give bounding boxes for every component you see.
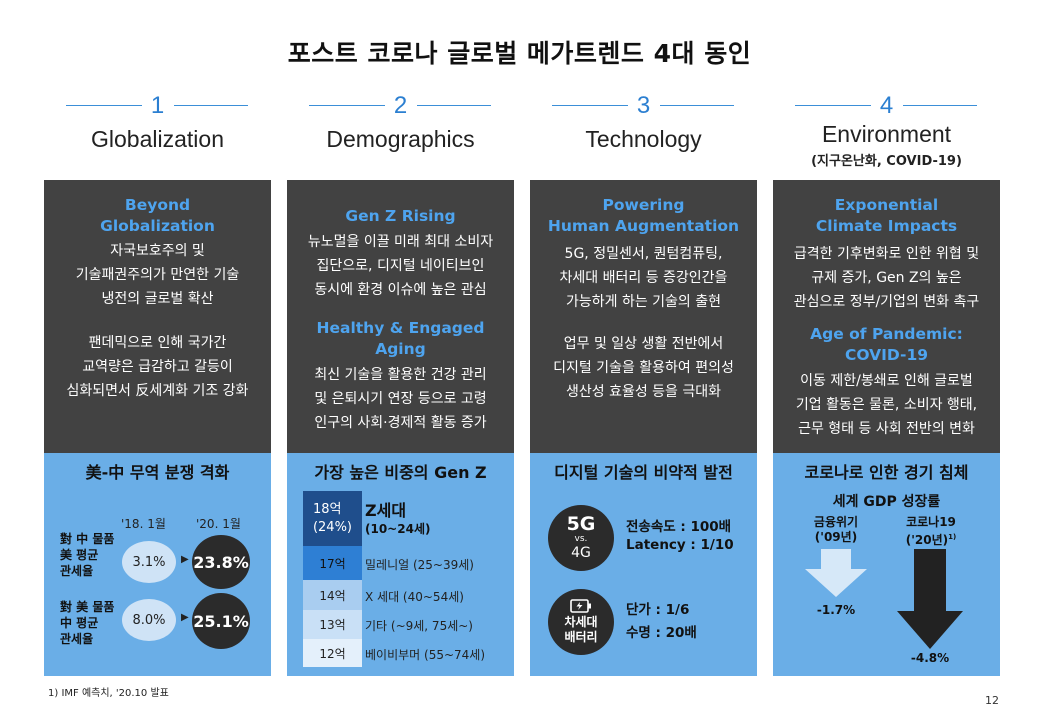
boomer-label: 베이비부머 (55~74세) — [365, 648, 486, 662]
tariff-before: 8.0% — [122, 599, 176, 641]
crisis-value: -1.7% — [816, 603, 856, 617]
genx-label: X 세대 (40~54세) — [365, 590, 464, 604]
year-label: '18. 1월 — [121, 517, 166, 531]
column-title: Demographics — [326, 126, 475, 152]
page-number: 12 — [985, 694, 999, 707]
covid-label: 코로나19 ('20년)1) — [891, 515, 971, 548]
genz-panel: 가장 높은 비중의 Gen Z 18억 (24%) Z세대 (10~24세) 1… — [287, 453, 514, 676]
lifespan-text: 수명 : 20배 — [626, 625, 697, 641]
description-panel: Exponential Climate Impacts 급격한 기후변화로 인한… — [773, 180, 1000, 453]
divider — [66, 105, 142, 106]
column-number-row: 3 — [530, 92, 757, 119]
price-text: 단가 : 1/6 — [626, 602, 690, 618]
panel-heading: 코로나로 인한 경기 침체 — [804, 463, 969, 482]
panel-heading: 디지털 기술의 비약적 발전 — [554, 463, 733, 482]
block-text: 이동 제한/봉쇄로 인해 글로벌 기업 활동은 물론, 소비자 행태, 근무 형… — [795, 373, 978, 437]
tariff-after: 23.8% — [192, 535, 250, 589]
boomer-bar: 12억 — [303, 639, 362, 667]
block-heading: Powering Human Augmentation — [547, 196, 740, 235]
divider — [417, 105, 491, 106]
divider — [174, 105, 248, 106]
battery-charging-icon — [570, 599, 591, 613]
recession-panel: 코로나로 인한 경기 침체 세계 GDP 성장률 금융위기 ('09년) 코로나… — [773, 453, 1000, 676]
tariff-row-label: 對 美 물품 中 평균 관세율 — [60, 600, 115, 646]
block-text: 자국보호주의 및 기술패권주의가 만연한 기술 냉전의 글로벌 확산 — [75, 243, 240, 307]
5g-label: 5G — [566, 513, 596, 535]
5g-vs-4g-badge: 5G vs. 4G — [548, 505, 614, 571]
block-text: 급격한 기후변화로 인한 위협 및 규제 증가, Gen Z의 높은 관심으로 … — [793, 246, 980, 310]
genz-bar: 18억 (24%) — [303, 491, 362, 546]
arrow-right-icon: ▶ — [181, 612, 189, 623]
column-title: Environment — [821, 121, 952, 147]
page-title: 포스트 코로나 글로벌 메가트렌드 4대 동인 — [287, 39, 752, 68]
covid-label-text: 코로나19 ('20년) — [905, 515, 956, 547]
column-globalization: 1 Globalization Beyond Globalization 자국보… — [44, 0, 271, 720]
block-text: 팬데믹으로 인해 국가간 교역량은 급감하고 갈등이 심화되면서 反세계화 기조… — [66, 335, 249, 399]
column-technology: 3 Technology Powering Human Augmentation… — [530, 0, 757, 720]
column-number-row: 4 — [773, 92, 1000, 119]
vs-label: vs. — [574, 534, 588, 544]
block-text: 5G, 정밀센서, 퀀텀컴퓨팅, 차세대 배터리 등 증강인간을 가능하게 하는… — [559, 246, 728, 310]
column-number: 2 — [393, 92, 408, 119]
battery-badge: 차세대 배터리 — [548, 589, 614, 655]
block-heading: Exponential Climate Impacts — [815, 196, 958, 235]
description-panel: Powering Human Augmentation 5G, 정밀센서, 퀀텀… — [530, 180, 757, 453]
divider — [309, 105, 385, 106]
divider — [660, 105, 734, 106]
column-demographics: 2 Demographics Gen Z Rising 뉴노멀을 이끌 미래 최… — [287, 0, 514, 720]
divider — [795, 105, 871, 106]
column-title: Technology — [585, 126, 702, 152]
footnote-marker: 1) — [948, 533, 957, 541]
block-heading: Age of Pandemic: COVID-19 — [810, 325, 963, 364]
column-number: 4 — [879, 92, 894, 119]
covid-down-arrow — [897, 549, 963, 649]
block-heading: Healthy & Engaged Aging — [316, 319, 485, 358]
panel-heading: 가장 높은 비중의 Gen Z — [314, 463, 487, 482]
latency-text: Latency : 1/10 — [626, 537, 734, 553]
4g-label: 4G — [571, 545, 591, 561]
other-bar: 13억 — [303, 610, 362, 639]
millennial-bar: 17억 — [303, 546, 362, 580]
block-text: 최신 기술을 활용한 건강 관리 및 은퇴시기 연장 등으로 고령 인구의 사회… — [314, 367, 487, 431]
footnote: 1) IMF 예측치, '20.10 발표 — [48, 688, 169, 699]
year-label: '20. 1월 — [196, 517, 241, 531]
block-text: 뉴노멀을 이끌 미래 최대 소비자 집단으로, 디지털 네이티브인 동시에 환경… — [307, 234, 494, 298]
millennial-label: 밀레니얼 (25~39세) — [365, 558, 474, 572]
column-number: 1 — [150, 92, 165, 119]
tariff-after: 25.1% — [192, 593, 250, 649]
tariff-before: 3.1% — [122, 541, 176, 583]
battery-label: 차세대 배터리 — [564, 615, 598, 644]
divider — [552, 105, 628, 106]
tech-panel: 디지털 기술의 비약적 발전 5G vs. 4G 전송속도 : 100배 Lat… — [530, 453, 757, 676]
gdp-heading: 세계 GDP 성장률 — [832, 494, 941, 510]
covid-value: -4.8% — [910, 651, 950, 665]
divider — [903, 105, 977, 106]
block-heading: Gen Z Rising — [345, 207, 456, 225]
description-panel: Gen Z Rising 뉴노멀을 이끌 미래 최대 소비자 집단으로, 디지털… — [287, 180, 514, 453]
trade-panel: 美-中 무역 분쟁 격화 '18. 1월 '20. 1월 對 中 물품 美 평균… — [44, 453, 271, 676]
tariff-row-label: 對 中 물품 美 평균 관세율 — [60, 532, 115, 578]
arrow-right-icon: ▶ — [181, 554, 189, 565]
block-text: 업무 및 일상 생활 전반에서 디지털 기술을 활용하여 편의성 생산성 효율성… — [553, 336, 734, 400]
column-subtitle: (지구온난화, COVID-19) — [811, 154, 962, 169]
crisis-label: 금융위기 ('09년) — [813, 515, 859, 544]
column-number-row: 2 — [287, 92, 514, 119]
genx-bar: 14억 — [303, 580, 362, 610]
column-number: 3 — [636, 92, 651, 119]
column-number-row: 1 — [44, 92, 271, 119]
panel-heading: 美-中 무역 분쟁 격화 — [85, 463, 230, 482]
description-panel: Beyond Globalization 자국보호주의 및 기술패권주의가 만연… — [44, 180, 271, 453]
genz-sublabel: (10~24세) — [365, 522, 431, 536]
genz-label: Z세대 — [365, 501, 407, 520]
column-environment: 4 Environment (지구온난화, COVID-19) Exponent… — [773, 0, 1000, 720]
other-label: 기타 (~9세, 75세~) — [365, 619, 473, 633]
column-title: Globalization — [91, 126, 224, 152]
crisis-down-arrow — [805, 549, 867, 597]
block-heading: Beyond Globalization — [100, 196, 215, 235]
speed-text: 전송속도 : 100배 — [626, 519, 732, 535]
